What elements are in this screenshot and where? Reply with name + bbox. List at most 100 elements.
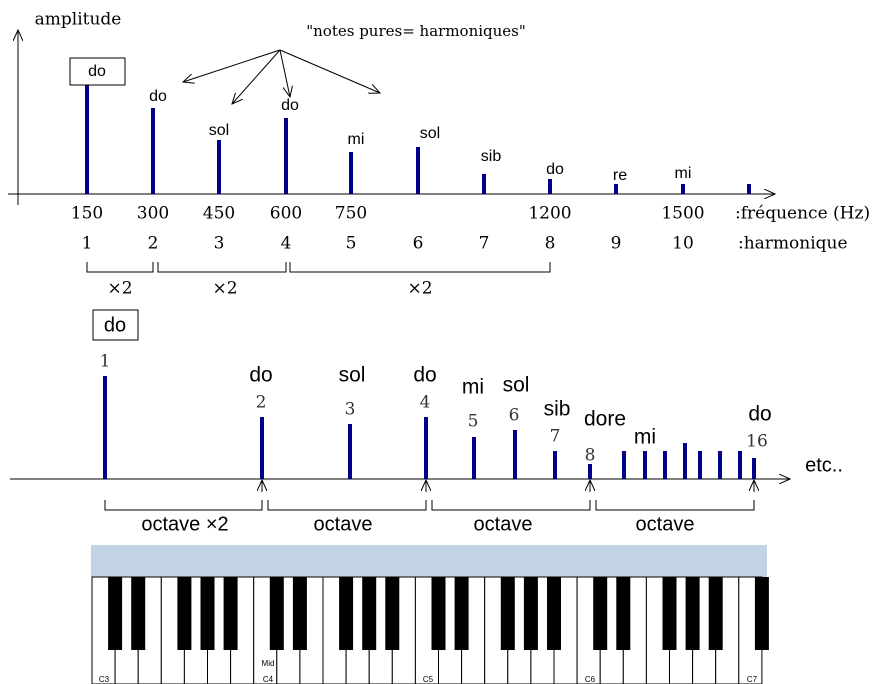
bar: [103, 376, 107, 479]
note-label: mi: [348, 131, 365, 148]
key-label: C4: [263, 675, 274, 684]
ratio: ×2: [407, 279, 432, 299]
note-label: do: [413, 364, 436, 387]
bar: [752, 458, 756, 479]
bar: [548, 179, 552, 194]
boxed-note: do: [104, 314, 126, 336]
key-label: Mid: [262, 659, 275, 668]
bar: [643, 451, 647, 479]
harmonic: 1: [82, 234, 93, 254]
black-key: [362, 577, 376, 650]
black-key: [663, 577, 677, 650]
bar: [424, 417, 428, 479]
bar: [588, 464, 592, 479]
black-key: [432, 577, 446, 650]
black-key: [501, 577, 515, 650]
note-label: mi: [675, 165, 692, 182]
harmonic: 10: [672, 234, 694, 254]
black-key: [385, 577, 399, 650]
key-label: C5: [423, 675, 434, 684]
black-key: [201, 577, 215, 650]
annotation: "notes pures= harmoniques": [306, 22, 526, 40]
bar: [260, 417, 264, 479]
harmonic-number: 5: [468, 412, 479, 432]
note-label: do: [88, 63, 106, 80]
black-key: [593, 577, 607, 650]
harmonic-number: 4: [420, 393, 431, 413]
note-label: sol: [209, 122, 229, 139]
bar: [683, 443, 687, 479]
note-label: do: [546, 161, 564, 178]
bracket: [105, 500, 754, 510]
frequency: 150: [71, 204, 103, 224]
black-key: [293, 577, 307, 650]
ratio: ×2: [107, 279, 132, 299]
harmonic: 3: [214, 234, 225, 254]
octave-label: octave: [314, 513, 373, 535]
bar: [553, 451, 557, 479]
black-key: [524, 577, 538, 650]
black-key: [547, 577, 561, 650]
diagram: amplitude "notes pures= harmoniques" :fr…: [0, 0, 886, 684]
etc-label: etc..: [805, 454, 843, 476]
harmonic: 5: [346, 234, 357, 254]
bar: [622, 451, 626, 479]
black-key: [455, 577, 469, 650]
key-label: C7: [747, 675, 758, 684]
harmonic: 7: [479, 234, 490, 254]
bar: [482, 174, 486, 194]
black-key: [108, 577, 122, 650]
bar: [348, 424, 352, 479]
harmonic: 8: [545, 234, 556, 254]
harmonic-label: :harmonique: [738, 234, 848, 254]
frequency: 600: [270, 204, 302, 224]
bar: [349, 152, 353, 194]
black-key: [686, 577, 700, 650]
arrow: [280, 50, 380, 93]
frequency: 300: [137, 204, 169, 224]
bar: [747, 184, 751, 194]
octave-label: octave: [636, 513, 695, 535]
note-label: mi: [634, 426, 656, 449]
bar: [416, 147, 420, 194]
bar: [284, 118, 288, 194]
harmonic-number: 7: [550, 427, 561, 447]
bar: [698, 451, 702, 479]
note-label: do: [748, 403, 771, 426]
bar: [718, 451, 722, 479]
frequency: 1200: [528, 204, 571, 224]
frequency-label: :fréquence (Hz): [735, 204, 870, 224]
black-key: [177, 577, 191, 650]
black-key: [224, 577, 238, 650]
key-label: C3: [99, 675, 110, 684]
frequency: 450: [203, 204, 235, 224]
harmonic: 2: [148, 234, 159, 254]
bar: [151, 108, 155, 194]
black-key: [616, 577, 630, 650]
keyboard-top: [91, 545, 767, 577]
harmonic: 9: [611, 234, 622, 254]
black-key: [709, 577, 723, 650]
note-label: do: [149, 88, 167, 105]
note-label: do: [249, 364, 272, 387]
note-label: sol: [339, 364, 366, 387]
harmonic: 4: [281, 234, 292, 254]
note-label: sol: [420, 125, 440, 142]
bar: [681, 184, 685, 194]
bar: [472, 437, 476, 479]
bar: [85, 85, 89, 194]
bar: [738, 451, 742, 479]
harmonic-number: 3: [345, 400, 356, 420]
black-key: [270, 577, 284, 650]
octave-label: octave: [474, 513, 533, 535]
bar: [217, 140, 221, 194]
note-label: sib: [481, 148, 502, 165]
harmonic-number: 8: [585, 446, 596, 466]
black-key: [131, 577, 145, 650]
note-label: do: [281, 97, 299, 114]
note-label: sib: [544, 398, 571, 421]
note-label: sol: [503, 374, 530, 397]
note-label: dore: [584, 408, 626, 431]
black-key: [755, 577, 769, 650]
